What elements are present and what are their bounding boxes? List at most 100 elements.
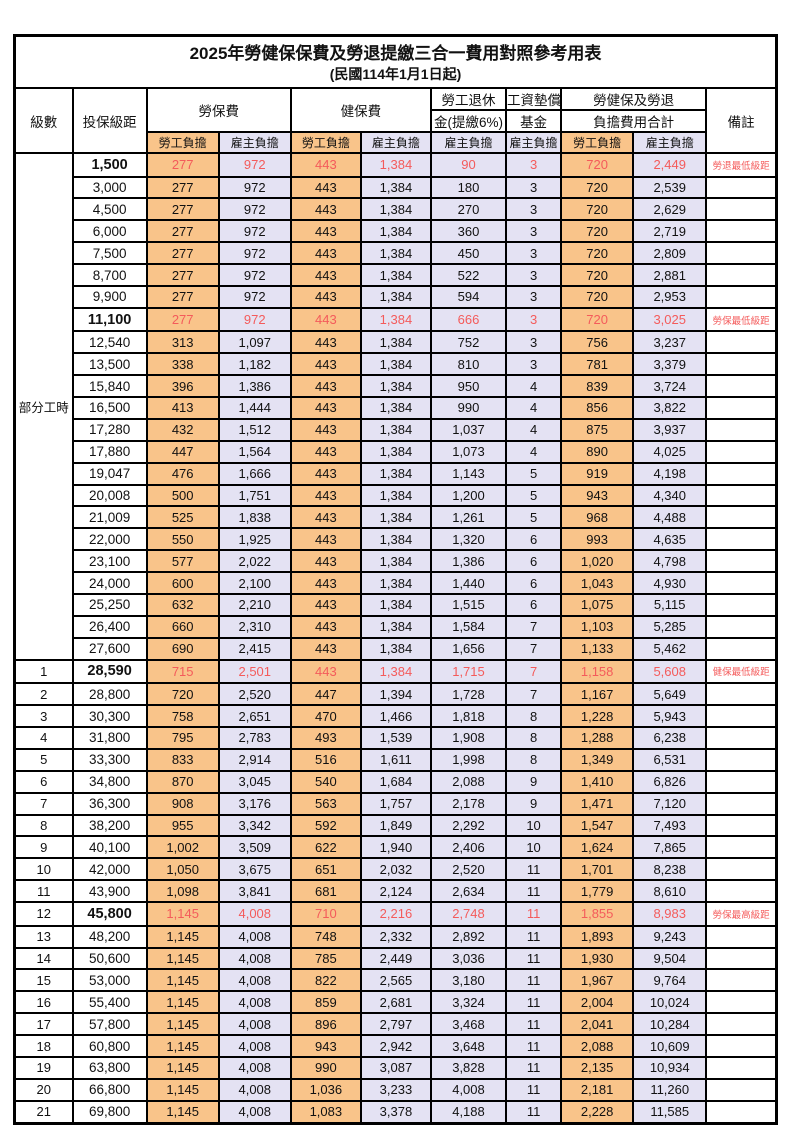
cell-bracket: 24,000 — [71, 571, 148, 596]
cell-total-employee: 1,410 — [560, 769, 635, 794]
cell-pension-employer: 270 — [429, 197, 508, 222]
cell-health-employer: 1,539 — [359, 725, 432, 750]
table-row: 14 50,600 1,145 4,008 785 2,449 3,036 11 1,930 9,… — [13, 946, 778, 971]
cell-labor-employee: 447 — [145, 439, 220, 464]
cell-health-employee: 443 — [289, 219, 362, 244]
cell-pension-employer: 594 — [429, 284, 508, 309]
cell-bracket: 33,300 — [71, 747, 148, 772]
cell-total-employee: 993 — [560, 527, 635, 552]
cell-total-employee: 1,471 — [560, 791, 635, 816]
cell-health-employee: 990 — [289, 1055, 362, 1080]
cell-remark — [705, 417, 778, 442]
cell-labor-employer: 1,386 — [217, 374, 292, 399]
cell-remark — [705, 968, 778, 993]
cell-remark — [705, 439, 778, 464]
cell-wage-fund-employer: 4 — [505, 417, 563, 442]
table-row: 15 53,000 1,145 4,008 822 2,565 3,180 11 1,967 9,… — [13, 968, 778, 993]
cell-pension-employer: 2,748 — [429, 901, 508, 927]
cell-health-employer: 1,384 — [359, 175, 432, 200]
cell-labor-employer: 972 — [217, 284, 292, 309]
cell-pension-employer: 1,728 — [429, 682, 508, 707]
cell-level: 18 — [13, 1034, 74, 1058]
cell-total-employer: 7,865 — [632, 835, 708, 860]
cell-wage-fund-employer: 3 — [505, 352, 563, 377]
cell-wage-fund-employer: 11 — [505, 990, 563, 1015]
cell-labor-employer: 1,512 — [217, 417, 292, 442]
cell-total-employee: 1,158 — [560, 658, 635, 685]
cell-health-employer: 1,384 — [359, 152, 432, 178]
cell-health-employer: 1,684 — [359, 769, 432, 794]
cell-wage-fund-employer: 4 — [505, 439, 563, 464]
cell-total-employee: 839 — [560, 374, 635, 399]
cell-health-employee: 443 — [289, 593, 362, 617]
cell-bracket: 16,500 — [71, 396, 148, 420]
cell-pension-employer: 450 — [429, 241, 508, 266]
cell-level: 5 — [13, 747, 74, 772]
cell-pension-employer: 90 — [429, 152, 508, 178]
cell-bracket: 26,400 — [71, 614, 148, 639]
cell-total-employee: 720 — [560, 263, 635, 287]
cell-total-employee: 1,075 — [560, 593, 635, 617]
cell-remark — [705, 1077, 778, 1102]
cell-bracket: 42,000 — [71, 857, 148, 882]
cell-labor-employee: 720 — [145, 682, 220, 707]
cell-total-employer: 4,025 — [632, 439, 708, 464]
cell-labor-employee: 277 — [145, 284, 220, 309]
cell-labor-employee: 277 — [145, 175, 220, 200]
cell-wage-fund-employer: 3 — [505, 330, 563, 355]
cell-labor-employer: 2,501 — [217, 658, 292, 685]
cell-bracket: 48,200 — [71, 924, 148, 949]
cell-health-employer: 1,384 — [359, 374, 432, 399]
cell-bracket: 34,800 — [71, 769, 148, 794]
table-row: 3,000 277 972 443 1,384 180 3 720 2,539 — [15, 175, 778, 200]
cell-total-employer: 3,237 — [632, 330, 708, 355]
cell-remark — [705, 725, 778, 750]
cell-wage-fund-employer: 6 — [505, 549, 563, 574]
table-row: 10 42,000 1,050 3,675 651 2,032 2,520 11 1,701 8,… — [13, 857, 778, 882]
cell-wage-fund-employer: 11 — [505, 1034, 563, 1058]
cell-level: 10 — [13, 857, 74, 882]
cell-wage-fund-employer: 7 — [505, 614, 563, 639]
cell-pension-employer: 2,406 — [429, 835, 508, 860]
cell-health-employer: 1,384 — [359, 306, 432, 333]
cell-health-employee: 896 — [289, 1012, 362, 1037]
cell-remark — [705, 219, 778, 244]
cell-labor-employer: 1,925 — [217, 527, 292, 552]
cell-health-employee: 443 — [289, 527, 362, 552]
cell-health-employer: 2,032 — [359, 857, 432, 882]
table-row: 13,500 338 1,182 443 1,384 810 3 781 3,379 — [15, 352, 778, 377]
header-remark: 備註 — [705, 87, 778, 154]
header-labor-insurance: 勞保費 — [145, 87, 292, 133]
cell-health-employee: 443 — [289, 175, 362, 200]
cell-health-employer: 1,384 — [359, 461, 432, 486]
cell-pension-employer: 1,143 — [429, 461, 508, 486]
cell-health-employee: 493 — [289, 725, 362, 750]
cell-health-employer: 1,384 — [359, 263, 432, 287]
cell-labor-employee: 500 — [145, 483, 220, 508]
cell-labor-employer: 1,751 — [217, 483, 292, 508]
cell-health-employee: 592 — [289, 813, 362, 838]
cell-remark — [705, 946, 778, 971]
cell-labor-employee: 1,145 — [145, 990, 220, 1015]
table-row: 3 30,300 758 2,651 470 1,466 1,818 8 1,228 5,943 — [13, 704, 778, 728]
cell-remark — [705, 549, 778, 574]
cell-total-employer: 5,115 — [632, 593, 708, 617]
cell-labor-employee: 1,002 — [145, 835, 220, 860]
table-row: 16 55,400 1,145 4,008 859 2,681 3,324 11 2,004 10… — [13, 990, 778, 1015]
cell-labor-employee: 795 — [145, 725, 220, 750]
cell-pension-employer: 1,261 — [429, 505, 508, 530]
cell-level: 14 — [13, 946, 74, 971]
cell-total-employer: 4,198 — [632, 461, 708, 486]
cell-wage-fund-employer: 4 — [505, 374, 563, 399]
cell-labor-employee: 313 — [145, 330, 220, 355]
cell-total-employee: 1,855 — [560, 901, 635, 927]
cell-bracket: 63,800 — [71, 1055, 148, 1080]
cell-total-employee: 2,181 — [560, 1077, 635, 1102]
table-row: 17,280 432 1,512 443 1,384 1,037 4 875 3,937 — [15, 417, 778, 442]
cell-pension-employer: 1,386 — [429, 549, 508, 574]
cell-health-employer: 1,384 — [359, 614, 432, 639]
cell-labor-employer: 1,097 — [217, 330, 292, 355]
cell-remark — [705, 835, 778, 860]
cell-labor-employer: 2,100 — [217, 571, 292, 596]
cell-labor-employee: 1,145 — [145, 924, 220, 949]
